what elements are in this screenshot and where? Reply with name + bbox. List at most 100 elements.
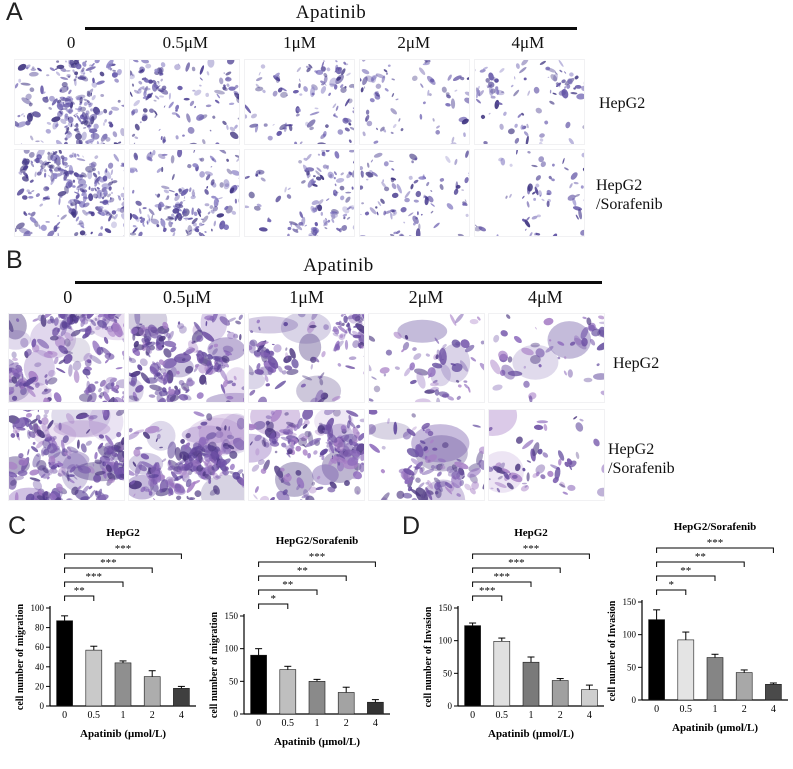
svg-text:*: * — [270, 593, 276, 605]
micro-image — [128, 409, 245, 501]
bar-chart-invasion-sorafenib: HepG2/Sorafenib 0 50 100 150 cell number of I… — [607, 521, 788, 734]
svg-text:0: 0 — [470, 710, 475, 721]
svg-text:1: 1 — [315, 718, 320, 729]
bar-chart-migration-sorafenib: HepG2/Sorafenib 0 50 100 150 cell number of m… — [209, 535, 390, 748]
panel-b-concentration-row: 0 0.5μM 1μM 2μM 4μM — [8, 287, 605, 308]
svg-text:**: ** — [695, 551, 706, 563]
micro-image — [474, 59, 585, 145]
svg-text:***: *** — [523, 543, 540, 555]
svg-text:***: *** — [479, 585, 496, 597]
panel-b-row-label-hepg2: HepG2 — [613, 355, 660, 372]
micro-image — [8, 313, 125, 403]
row-label-line: /Sorafenib — [608, 460, 675, 478]
svg-text:150: 150 — [225, 611, 239, 621]
svg-text:2: 2 — [344, 718, 349, 729]
svg-text:2: 2 — [742, 704, 747, 715]
row-label-line: HepG2 — [608, 441, 655, 458]
micro-image — [488, 409, 605, 501]
micro-field — [475, 150, 584, 236]
svg-text:HepG2/Sorafenib: HepG2/Sorafenib — [674, 521, 757, 533]
svg-text:100: 100 — [439, 636, 453, 646]
micro-field — [369, 410, 484, 500]
svg-text:1: 1 — [121, 710, 126, 721]
svg-text:100: 100 — [225, 644, 239, 654]
micro-field — [129, 314, 244, 402]
micro-field — [249, 314, 364, 402]
row-label-line: HepG2 — [596, 177, 643, 194]
micro-field — [369, 314, 484, 402]
micro-field — [15, 150, 124, 236]
svg-text:50: 50 — [443, 668, 453, 678]
micro-field — [9, 314, 124, 402]
svg-text:0: 0 — [62, 710, 67, 721]
svg-text:HepG2: HepG2 — [106, 527, 140, 539]
micro-field — [15, 60, 124, 144]
svg-text:Apatinib (μmol/L): Apatinib (μmol/L) — [488, 728, 574, 740]
micro-image — [14, 149, 125, 237]
panel-a-row-label-hepg2: HepG2 — [599, 95, 646, 112]
svg-text:0.5: 0.5 — [496, 710, 509, 721]
panel-b-sorafenib-image-row — [8, 409, 605, 501]
micro-image — [129, 149, 240, 237]
svg-text:*: * — [668, 579, 674, 591]
micro-image — [368, 409, 485, 501]
svg-text:0: 0 — [256, 718, 261, 729]
svg-text:0.5: 0.5 — [680, 704, 693, 715]
micro-field — [490, 314, 604, 402]
svg-text:4: 4 — [179, 710, 184, 721]
micro-image — [359, 59, 470, 145]
bar-chart-invasion-hepg2: HepG2 0 50 100 150 cell number of Invasion 0 0.… — [423, 527, 604, 740]
micro-field — [360, 150, 469, 236]
svg-text:***: *** — [707, 537, 724, 549]
svg-text:***: *** — [115, 543, 132, 555]
svg-text:20: 20 — [35, 681, 45, 691]
micro-field — [130, 60, 239, 144]
svg-text:50: 50 — [627, 662, 637, 672]
panel-a-label: A — [6, 0, 23, 26]
micro-image — [368, 313, 485, 403]
svg-text:50: 50 — [229, 676, 239, 686]
micro-field — [245, 150, 354, 236]
micro-field — [489, 410, 604, 497]
svg-text:150: 150 — [623, 597, 637, 607]
svg-text:***: *** — [309, 551, 326, 563]
svg-text:100: 100 — [623, 630, 637, 640]
panel-a-sorafenib-image-row — [14, 149, 585, 237]
concentration-label: 0 — [63, 287, 73, 307]
micro-image — [8, 409, 125, 501]
svg-text:4: 4 — [587, 710, 592, 721]
concentration-label: 0.5μM — [163, 287, 212, 307]
micro-image — [128, 313, 245, 403]
panel-a-hepg2-image-row — [14, 59, 585, 145]
micro-image — [14, 59, 125, 145]
micro-field — [130, 150, 239, 236]
svg-text:cell number of Invasion: cell number of Invasion — [423, 606, 434, 707]
svg-text:**: ** — [282, 579, 293, 591]
micro-field — [245, 60, 354, 144]
panel-b-hepg2-image-row — [8, 313, 605, 403]
concentration-label: 1μM — [283, 33, 316, 52]
row-label-line: /Sorafenib — [596, 196, 663, 214]
svg-text:1: 1 — [529, 710, 534, 721]
concentration-label: 0 — [66, 33, 76, 52]
svg-text:150: 150 — [439, 603, 453, 613]
micro-image — [359, 149, 470, 237]
micro-field — [249, 410, 364, 500]
panel-b-row-label-sorafenib: HepG2 /Sorafenib — [608, 440, 675, 478]
svg-text:**: ** — [680, 565, 691, 577]
svg-text:0: 0 — [40, 701, 45, 711]
panel-d-label: D — [402, 512, 421, 540]
micro-field — [129, 411, 244, 500]
micro-image — [244, 149, 355, 237]
svg-text:2: 2 — [150, 710, 155, 721]
svg-text:cell number of migration: cell number of migration — [15, 603, 26, 710]
micro-image — [129, 59, 240, 145]
svg-text:0.5: 0.5 — [282, 718, 295, 729]
concentration-label: 4μM — [528, 287, 563, 307]
micro-image — [248, 409, 365, 501]
svg-text:80: 80 — [35, 623, 45, 633]
svg-text:0.5: 0.5 — [88, 710, 101, 721]
svg-text:0: 0 — [234, 709, 239, 719]
